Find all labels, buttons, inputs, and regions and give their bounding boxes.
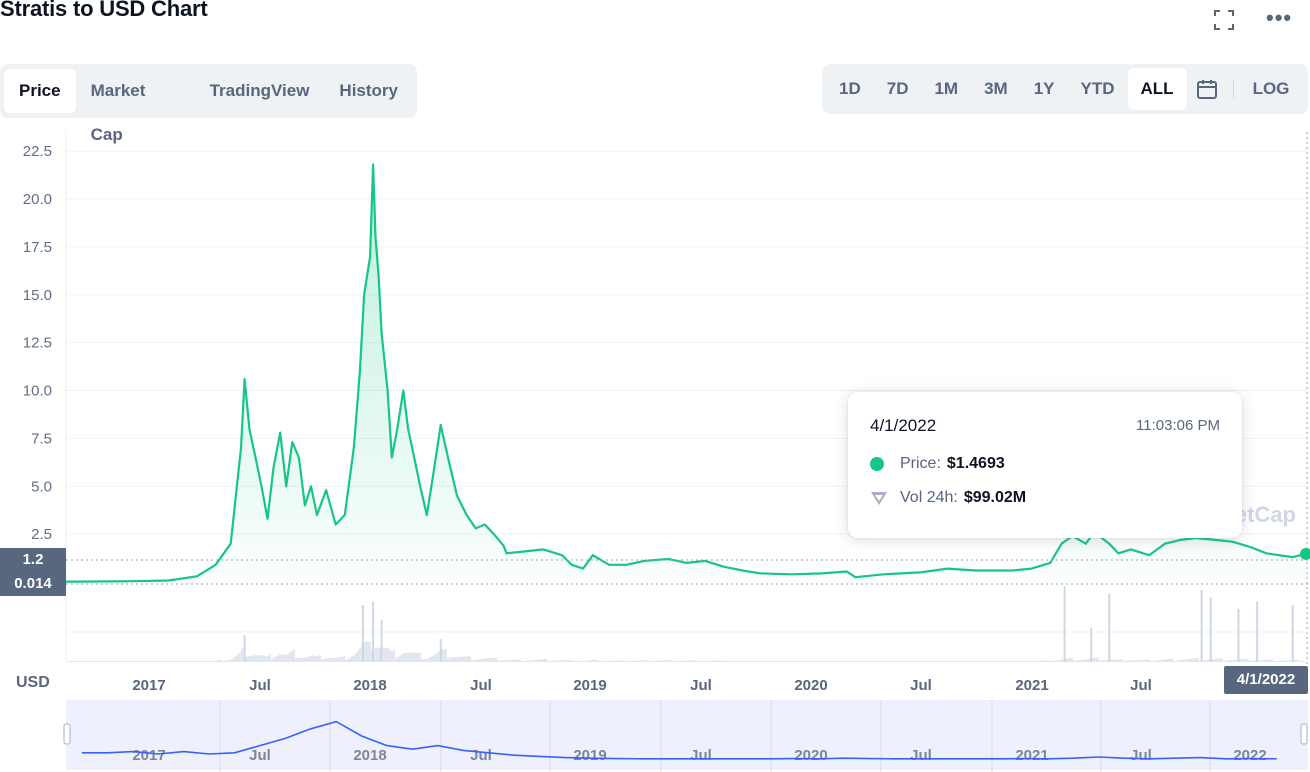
tooltip-price-row: Price: $1.4693 [870, 455, 1005, 473]
x-tick-label: 2019 [573, 677, 606, 694]
y-tick-label: 20.0 [23, 191, 52, 208]
page-title: Stratis to USD Chart [0, 0, 208, 21]
navigator-label: Jul [690, 747, 712, 764]
fullscreen-icon[interactable] [1212, 8, 1236, 32]
range-all[interactable]: ALL [1127, 68, 1187, 110]
tooltip-date: 4/1/2022 [870, 416, 937, 435]
range-1d[interactable]: 1D [839, 79, 861, 98]
y-tick-label: 15.0 [23, 287, 52, 304]
navigator-label: Jul [1130, 747, 1152, 764]
y-tick-label: 22.5 [23, 143, 52, 160]
navigator-label: 2022 [1233, 747, 1266, 764]
x-tick-label: 2020 [794, 677, 827, 694]
price-dot-icon [870, 457, 884, 471]
tooltip-volume-value: $99.02M [963, 489, 1027, 506]
range-ytd[interactable]: YTD [1080, 79, 1115, 98]
navigator-line [82, 720, 1277, 760]
log-scale-toggle[interactable]: LOG [1252, 79, 1290, 98]
navigator-label: 2020 [794, 747, 827, 764]
navigator-handle-right [1300, 723, 1308, 745]
price-tooltip: 4/1/2022 11:03:06 PM Price: $1.4693 Vol … [848, 392, 1242, 538]
tooltip-time: 11:03:06 PM [1136, 417, 1220, 434]
y-tick-label: 17.5 [23, 239, 52, 256]
navigator-label: 2018 [353, 747, 386, 764]
navigator-label: Jul [470, 747, 492, 764]
range-1m[interactable]: 1M [934, 79, 959, 98]
time-range-selector: 1D 7D 1M 3M 1Y YTD ALL LOG [822, 64, 1308, 114]
current-price-point [1300, 547, 1310, 560]
x-tick-label: Jul [249, 677, 271, 694]
y-tick-label: 5.0 [31, 478, 52, 495]
price-line [0, 163, 1307, 583]
x-tick-label: Jul [910, 677, 932, 694]
tab-price[interactable]: Price [4, 69, 76, 113]
low-price-badge: 0.014 [0, 572, 66, 596]
range-7d[interactable]: 7D [886, 79, 909, 98]
tooltip-volume-row: Vol 24h: $99.02M [870, 489, 1026, 507]
range-1y[interactable]: 1Y [1033, 79, 1055, 98]
price-chart[interactable]: 22.5 20.0 17.5 15.0 12.5 10.0 7.5 5.0 2.5 etCap 20… [0, 120, 1310, 772]
x-tick-label: 2017 [132, 677, 165, 694]
calendar-icon[interactable] [1187, 68, 1227, 110]
x-tick-label: 2018 [353, 677, 386, 694]
y-tick-label: 2.5 [31, 526, 52, 543]
tooltip-price-label: Price: [900, 455, 941, 472]
y-tick-label: 12.5 [23, 335, 52, 352]
volume-shield-icon [870, 490, 888, 506]
x-tick-label: 2021 [1015, 677, 1048, 694]
navigator-label: 2017 [132, 747, 165, 764]
current-price-badge: 1.2 [0, 548, 66, 572]
navigator-handle-left [63, 723, 71, 745]
currency-label: USD [16, 674, 50, 691]
x-tick-label: Jul [470, 677, 492, 694]
x-tick-label: Jul [1130, 677, 1152, 694]
tooltip-volume-label: Vol 24h: [900, 489, 958, 506]
y-tick-label: 10.0 [23, 383, 52, 400]
navigator-label: Jul [910, 747, 932, 764]
navigator-label: Jul [249, 747, 271, 764]
watermark-text: etCap [1235, 502, 1296, 527]
navigator-label: 2021 [1015, 747, 1048, 764]
navigator-label: 2019 [573, 747, 606, 764]
tab-tradingview[interactable]: TradingView [209, 81, 310, 100]
more-options-icon[interactable]: ••• [1266, 5, 1293, 30]
tab-market-cap[interactable]: Market Cap [90, 81, 146, 144]
y-tick-label: 7.5 [31, 430, 52, 447]
range-3m[interactable]: 3M [984, 79, 1008, 98]
chart-tabs: Price Market Cap TradingView History [0, 64, 417, 144]
range-divider [1232, 79, 1234, 99]
tab-history[interactable]: History [339, 81, 398, 100]
hover-date-badge: 4/1/2022 [1224, 666, 1308, 694]
tooltip-price-value: $1.4693 [946, 455, 1005, 472]
x-tick-label: Jul [690, 677, 712, 694]
